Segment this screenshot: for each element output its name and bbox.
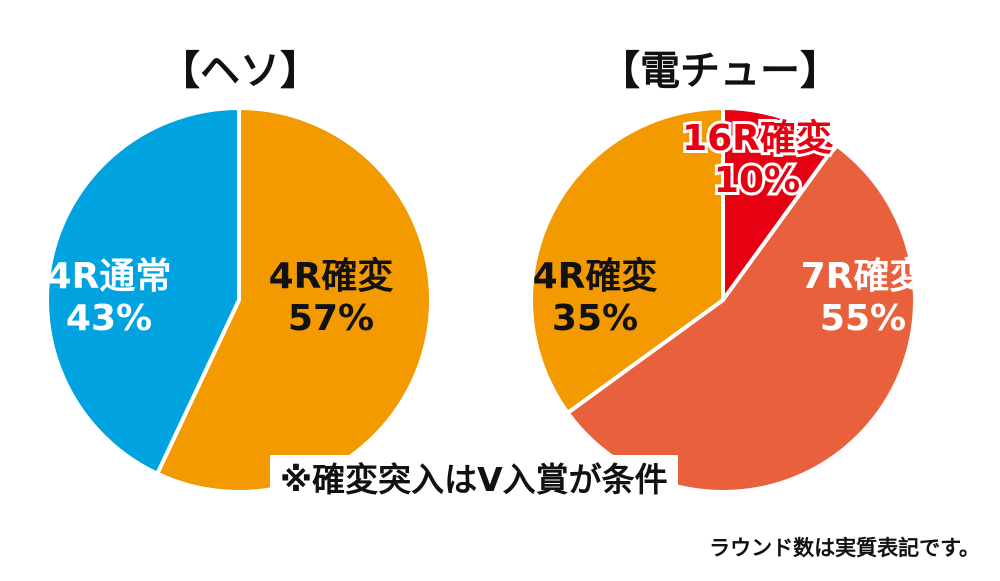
slice-percent-denchu-0: 10%	[714, 160, 800, 201]
round-notation-note: ラウンド数は実質表記です。	[709, 536, 980, 560]
pie-slice-heso-1	[45, 106, 241, 476]
pie-slice-denchu-2	[529, 106, 725, 415]
slice-label-heso-0: 4R確変	[269, 255, 394, 297]
slice-percent-denchu-1: 55%	[820, 298, 906, 339]
chart-title-denchu: 【電チュー】	[600, 48, 840, 94]
slice-label-denchu-0: 16R確変	[682, 117, 832, 159]
slice-label-denchu-2: 4R確変	[533, 255, 658, 297]
slice-label-denchu-1: 7R確変	[801, 255, 926, 297]
slice-label-heso-1: 4R通常	[47, 256, 172, 297]
pie-slice-denchu-0	[721, 106, 838, 302]
slice-percent-heso-1: 43%	[66, 298, 152, 339]
slice-percent-denchu-2: 35%	[552, 298, 638, 339]
footnote-condition: ※確変突入はV入賞が条件	[270, 455, 678, 505]
chart-title-heso: 【ヘソ】	[160, 48, 320, 94]
slice-percent-heso-0: 57%	[288, 298, 374, 339]
pie-slice-heso-0	[155, 106, 433, 494]
